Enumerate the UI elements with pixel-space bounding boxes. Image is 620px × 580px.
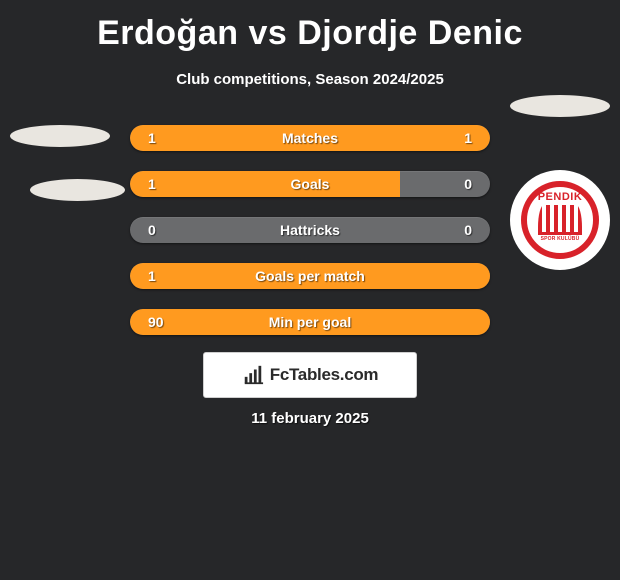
stat-row: 1Goals per match [130,263,490,289]
stat-label: Matches [188,130,432,146]
stat-value-right: 0 [432,176,472,192]
comparison-bars: 1Matches11Goals00Hattricks01Goals per ma… [130,125,490,355]
crest-ring: PENDIK SPOR KULÜBÜ [521,181,599,259]
logo-text: FcTables.com [270,365,379,385]
avatar-placeholder-shape [510,95,610,117]
stat-label: Goals [188,176,432,192]
stat-value-left: 1 [148,176,188,192]
crest-text-top: PENDIK [538,191,583,203]
crest-stripes-shield [538,205,582,235]
page-title: Erdoğan vs Djordje Denic [0,0,620,53]
avatar-placeholder-shape [30,179,125,201]
stat-row: 1Goals0 [130,171,490,197]
stat-label: Goals per match [188,268,432,284]
footer-date: 11 february 2025 [0,410,620,427]
stat-value-left: 1 [148,268,188,284]
stat-label: Min per goal [188,314,432,330]
stat-label: Hattricks [188,222,432,238]
stat-value-left: 1 [148,130,188,146]
bar-chart-icon [242,364,264,386]
stat-row: 90Min per goal [130,309,490,335]
stat-value-right: 1 [432,130,472,146]
fctables-logo: FcTables.com [203,352,417,398]
stat-row: 0Hattricks0 [130,217,490,243]
stat-value-left: 90 [148,314,188,330]
crest-text-bottom: SPOR KULÜBÜ [541,236,580,242]
stat-value-right: 0 [432,222,472,238]
player-right-club-crest: PENDIK SPOR KULÜBÜ [510,170,610,270]
stat-row: 1Matches1 [130,125,490,151]
avatar-placeholder-shape [10,125,110,147]
player-left-avatar [10,95,110,195]
stat-value-left: 0 [148,222,188,238]
page-subtitle: Club competitions, Season 2024/2025 [0,71,620,88]
